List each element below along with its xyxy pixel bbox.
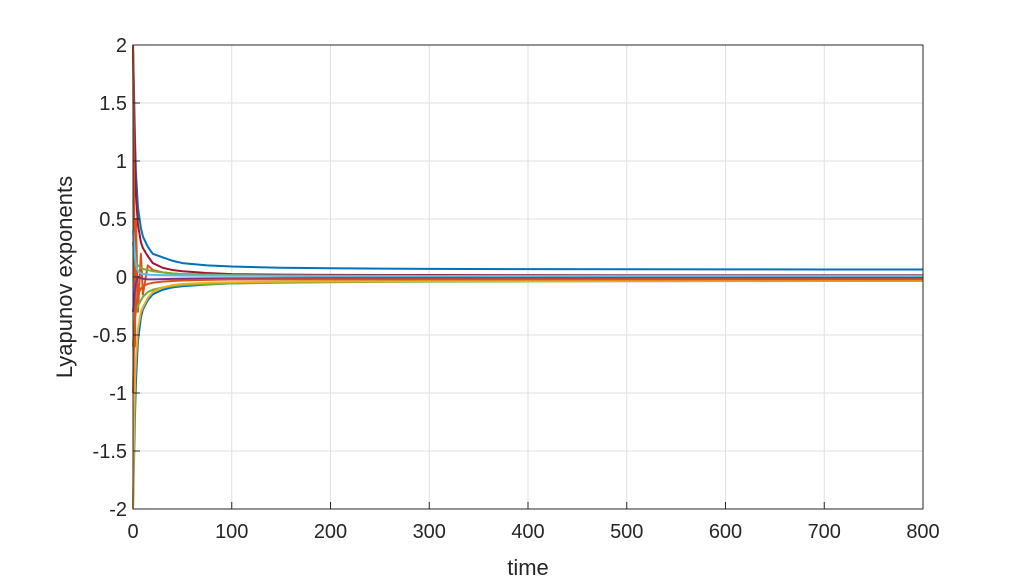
x-axis-label: time: [507, 555, 549, 580]
y-tick-label: 0.5: [99, 209, 127, 231]
axis-ticks: 0 100 200 300 400 500 600 700 800 -2 -1.5 -1 -0.5 0 0.…: [93, 35, 940, 543]
y-tick-label: 1: [116, 151, 127, 173]
x-tick-label: 400: [511, 521, 544, 543]
data-series: [132, 44, 924, 510]
series-line-7: [132, 230, 923, 277]
y-tick-label: -1: [109, 383, 127, 405]
series-line-10: [132, 278, 923, 394]
x-tick-label: 700: [808, 521, 841, 543]
series-line-6: [132, 276, 923, 312]
y-tick-label: -1.5: [93, 441, 127, 463]
y-tick-label: 0: [116, 267, 127, 289]
y-tick-label: -0.5: [93, 325, 127, 347]
series-line-9: [132, 279, 924, 510]
x-tick-label: 200: [314, 521, 347, 543]
x-tick-label: 500: [610, 521, 643, 543]
series-line-1: [132, 44, 923, 271]
y-axis-label: Lyapunov exponents: [52, 176, 77, 378]
x-tick-label: 0: [127, 521, 138, 543]
x-tick-label: 800: [906, 521, 939, 543]
x-tick-label: 100: [215, 521, 248, 543]
x-tick-label: 300: [413, 521, 446, 543]
y-tick-label: 2: [116, 35, 127, 57]
x-tick-label: 600: [709, 521, 742, 543]
y-tick-label: 1.5: [99, 93, 127, 115]
y-tick-label: -2: [109, 499, 127, 521]
